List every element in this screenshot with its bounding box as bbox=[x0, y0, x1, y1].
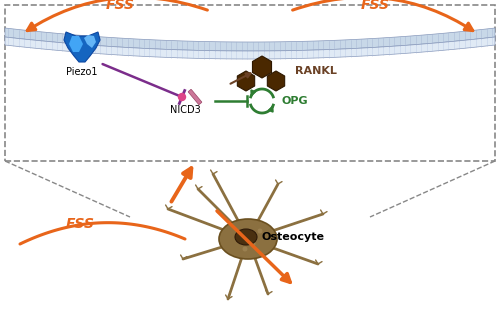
Circle shape bbox=[242, 247, 248, 251]
Text: Osteocyte: Osteocyte bbox=[262, 232, 325, 242]
Polygon shape bbox=[268, 71, 284, 91]
Ellipse shape bbox=[235, 229, 257, 245]
Polygon shape bbox=[5, 28, 495, 51]
FancyBboxPatch shape bbox=[188, 89, 202, 105]
Polygon shape bbox=[5, 37, 495, 59]
Circle shape bbox=[178, 93, 186, 100]
Circle shape bbox=[250, 241, 256, 247]
Circle shape bbox=[238, 232, 242, 236]
Ellipse shape bbox=[219, 219, 277, 259]
Text: Piezo1: Piezo1 bbox=[66, 67, 98, 77]
Polygon shape bbox=[238, 71, 254, 91]
Polygon shape bbox=[64, 32, 100, 62]
Polygon shape bbox=[252, 56, 272, 78]
Text: NICD3: NICD3 bbox=[170, 105, 200, 115]
Text: FSS: FSS bbox=[66, 217, 94, 231]
Polygon shape bbox=[69, 36, 83, 52]
Text: FSS: FSS bbox=[360, 0, 390, 12]
Text: RANKL: RANKL bbox=[295, 66, 337, 76]
Circle shape bbox=[258, 228, 262, 234]
Text: FSS: FSS bbox=[106, 0, 134, 12]
Bar bbox=[5, 5, 495, 161]
Polygon shape bbox=[84, 35, 96, 48]
Text: OPG: OPG bbox=[282, 96, 308, 106]
